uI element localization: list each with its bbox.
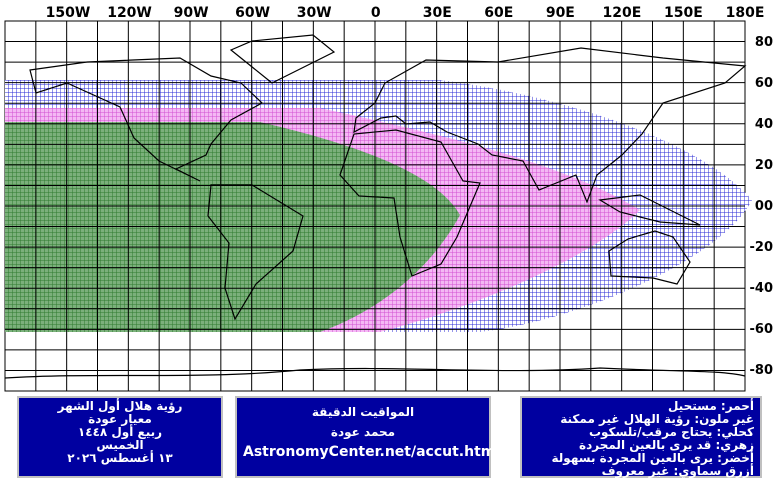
lon-label: 60E (484, 5, 513, 21)
box-line: ١٣ أغسطس ٢٠٢٦ (67, 451, 173, 465)
lon-label: 30E (423, 5, 452, 21)
lon-label: 0 (371, 5, 381, 21)
box-line: أخضر: يرى بالعين المجردة بسهولة (551, 451, 754, 465)
lat-label: 40 (755, 117, 773, 132)
box-line: كحلي: يحتاج مرقب/تلسكوب (588, 425, 754, 439)
box-line: محمد عودة (330, 425, 396, 439)
lat-label: -80 (750, 363, 774, 378)
box-line: الخميس (96, 438, 144, 452)
lon-label: 150W (46, 5, 91, 21)
axis-labels: 150W 120W 90W 60W 30W 0 30E 60E 90E 120E 150E 180E 8… (46, 5, 773, 378)
lon-label: 120E (603, 5, 642, 21)
box-line: غير ملون: رؤية الهلال غير ممكنة (560, 412, 754, 426)
box-line: أزرق سماوي: غير معروف (601, 464, 754, 478)
lat-label: -40 (750, 281, 774, 296)
lon-label: 120W (107, 5, 152, 21)
lat-label: -20 (750, 240, 774, 255)
box-line: زهري: قد يرى بالعين المجردة (579, 438, 754, 452)
box-line: ربيع أول ١٤٤٨ (77, 425, 163, 439)
info-box: رؤية هلال أول الشهر معيار عودة ربيع أول ١٤… (17, 396, 223, 478)
lon-label: 30W (297, 5, 332, 21)
lon-label: 180E (726, 5, 765, 21)
box-line: معيار عودة (88, 412, 152, 426)
lat-label: 60 (755, 76, 773, 91)
lon-label: 150E (664, 5, 703, 21)
grid (5, 21, 745, 391)
lon-label: 60W (235, 5, 270, 21)
box-line: المواقيت الدقيقة (311, 405, 415, 419)
coastlines (4, 34, 747, 379)
box-line: AstronomyCenter.net/accut.html (243, 444, 501, 460)
lat-label: 00 (755, 199, 773, 214)
map: 150W 120W 90W 60W 30W 0 30E 60E 90E 120E 150E 180E 8… (4, 5, 773, 392)
lat-label: -60 (750, 322, 774, 337)
legend-box: أحمر: مستحيل غير ملون: رؤية الهلال غير مم… (520, 396, 762, 478)
lon-label: 90W (174, 5, 209, 21)
lat-label: 20 (755, 158, 773, 173)
box-line: رؤية هلال أول الشهر (57, 399, 183, 413)
lat-label: 80 (755, 35, 773, 50)
lon-label: 90E (546, 5, 575, 21)
box-line: أحمر: مستحيل (667, 399, 754, 413)
info-box: المواقيت الدقيقة محمد عودة AstronomyCenter… (235, 396, 501, 478)
